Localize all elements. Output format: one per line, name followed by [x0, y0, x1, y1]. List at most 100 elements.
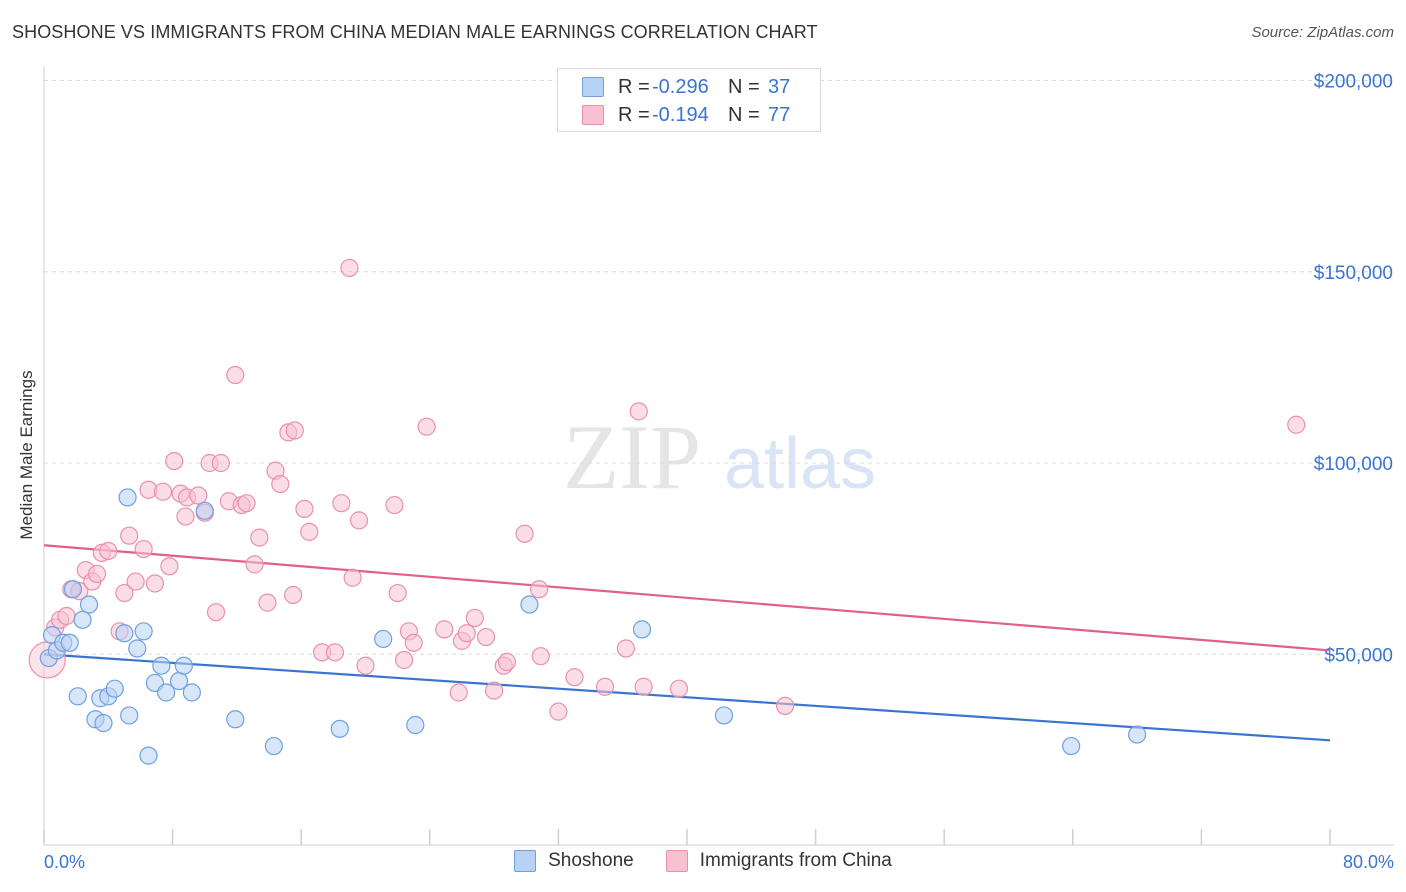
china-point-73 — [634, 677, 653, 696]
shoshone-point-24 — [174, 656, 193, 675]
shoshone-point-29 — [330, 719, 349, 738]
shoshone-point-16 — [120, 706, 139, 725]
axes — [43, 67, 1394, 846]
china-point-60 — [465, 608, 484, 628]
legend-item-china[interactable]: Immigrants from China — [665, 850, 892, 872]
china-point-68 — [549, 702, 568, 721]
china-point-12 — [115, 583, 134, 603]
source-label: Source: ZipAtlas.com — [1251, 24, 1394, 41]
china-point-13 — [120, 526, 139, 545]
china-point-34 — [250, 528, 269, 547]
shoshone-point-6 — [68, 687, 87, 706]
china-point-22 — [176, 507, 195, 526]
legend-item-shoshone[interactable]: Shoshone — [514, 850, 634, 872]
china-point-55 — [417, 417, 436, 436]
legend-row-shoshone: R = -0.296 N = 37 — [558, 73, 790, 101]
x-tick-label-max: 80.0% — [1342, 852, 1394, 872]
china-point-65 — [515, 524, 534, 543]
china-point-76 — [1287, 415, 1306, 434]
legend-label-shoshone: Shoshone — [548, 850, 634, 871]
china-point-39 — [284, 585, 303, 605]
china-point-54 — [404, 633, 423, 652]
series-shoshone — [39, 488, 1147, 765]
china-point-67 — [531, 647, 550, 666]
china-point-3 — [57, 606, 76, 626]
shoshone-point-7 — [73, 610, 92, 629]
shoshone-point-35 — [1062, 736, 1081, 756]
china-point-59 — [457, 624, 476, 643]
china-point-72 — [629, 402, 648, 421]
shoshone-point-14 — [115, 624, 134, 643]
china-swatch — [582, 105, 604, 125]
r-value-shoshone: -0.296 — [652, 75, 709, 98]
china-point-17 — [145, 574, 165, 593]
n-label: N = — [728, 75, 760, 98]
trend-line-immigrants-from-china — [43, 544, 1331, 652]
trend-line-shoshone — [43, 653, 1331, 742]
china-point-32 — [237, 494, 256, 513]
shoshone-point-18 — [134, 622, 153, 641]
shoshone-point-27 — [226, 710, 245, 729]
y-tick-labels: $50,000 $100,000 $150,000 $200,000 — [1314, 72, 1393, 667]
n-value-china: 77 — [768, 103, 791, 126]
china-point-70 — [595, 677, 615, 696]
china-point-15 — [134, 539, 153, 559]
shoshone-point-25 — [182, 683, 201, 702]
china-point-10 — [99, 541, 118, 561]
watermark-atlas: atlas — [724, 424, 876, 504]
china-point-71 — [616, 639, 636, 658]
shoshone-point-19 — [139, 746, 158, 765]
shoshone-point-32 — [520, 595, 539, 614]
shoshone-point-13 — [105, 679, 124, 698]
china-point-33 — [245, 555, 264, 574]
shoshone-point-21 — [152, 656, 171, 675]
shoshone-point-26 — [195, 501, 214, 520]
china-point-61 — [476, 627, 496, 647]
china-point-64 — [497, 652, 517, 672]
legend-label-china: Immigrants from China — [699, 850, 892, 871]
shoshone-point-5 — [63, 580, 83, 599]
china-point-37 — [271, 474, 290, 494]
shoshone-point-33 — [632, 620, 652, 639]
chart-title: SHOSHONE VS IMMIGRANTS FROM CHINA MEDIAN… — [12, 22, 818, 42]
n-label: N = — [728, 103, 760, 126]
y-tick-label-0: $50,000 — [1324, 645, 1393, 666]
china-point-46 — [340, 258, 359, 278]
shoshone-point-28 — [264, 736, 283, 756]
y-tick-label-3: $200,000 — [1314, 72, 1393, 93]
china-legend-swatch — [665, 850, 688, 872]
n-value-shoshone: 37 — [768, 75, 791, 98]
y-tick-label-2: $150,000 — [1314, 263, 1393, 284]
shoshone-point-36 — [1127, 725, 1147, 744]
china-point-40 — [285, 421, 304, 440]
china-point-47 — [343, 568, 362, 587]
y-axis-label: Median Male Earnings — [17, 370, 36, 540]
china-point-52 — [394, 650, 414, 670]
china-point-45 — [332, 494, 351, 513]
y-tick-label-1: $100,000 — [1314, 454, 1393, 475]
shoshone-point-30 — [374, 629, 393, 649]
shoshone-point-8 — [79, 595, 99, 614]
china-point-50 — [385, 495, 404, 515]
shoshone-point-17 — [128, 639, 147, 658]
china-point-35 — [258, 593, 277, 612]
china-point-20 — [165, 451, 184, 471]
china-point-30 — [226, 365, 245, 385]
china-point-41 — [295, 499, 314, 518]
r-value-china: -0.194 — [652, 103, 709, 126]
china-point-19 — [160, 557, 179, 576]
shoshone-swatch — [582, 77, 604, 97]
china-point-69 — [565, 668, 584, 687]
shoshone-point-11 — [94, 713, 113, 733]
shoshone-legend-swatch — [514, 850, 537, 872]
x-tick-label-min: 0.0% — [44, 852, 86, 872]
shoshone-point-15 — [118, 488, 137, 507]
shoshone-point-31 — [406, 715, 425, 735]
china-point-42 — [300, 522, 319, 541]
watermark: ZIP atlas — [563, 406, 876, 508]
china-point-62 — [485, 681, 504, 700]
china-point-27 — [206, 603, 226, 622]
china-point-75 — [775, 696, 795, 715]
watermark-zip: ZIP — [563, 406, 701, 508]
